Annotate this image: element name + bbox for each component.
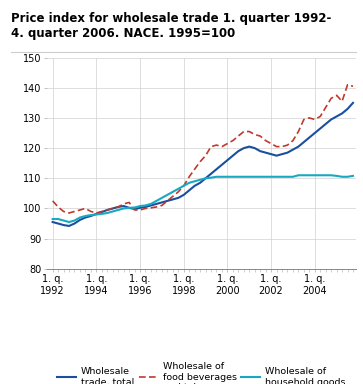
- Text: Price index for wholesale trade 1. quarter 1992-
4. quarter 2006. NACE. 1995=100: Price index for wholesale trade 1. quart…: [11, 12, 331, 40]
- Legend: Wholesale
trade, total, Wholesale of
food beverages
and tobacco, Wholesale of
ho: Wholesale trade, total, Wholesale of foo…: [57, 362, 346, 384]
